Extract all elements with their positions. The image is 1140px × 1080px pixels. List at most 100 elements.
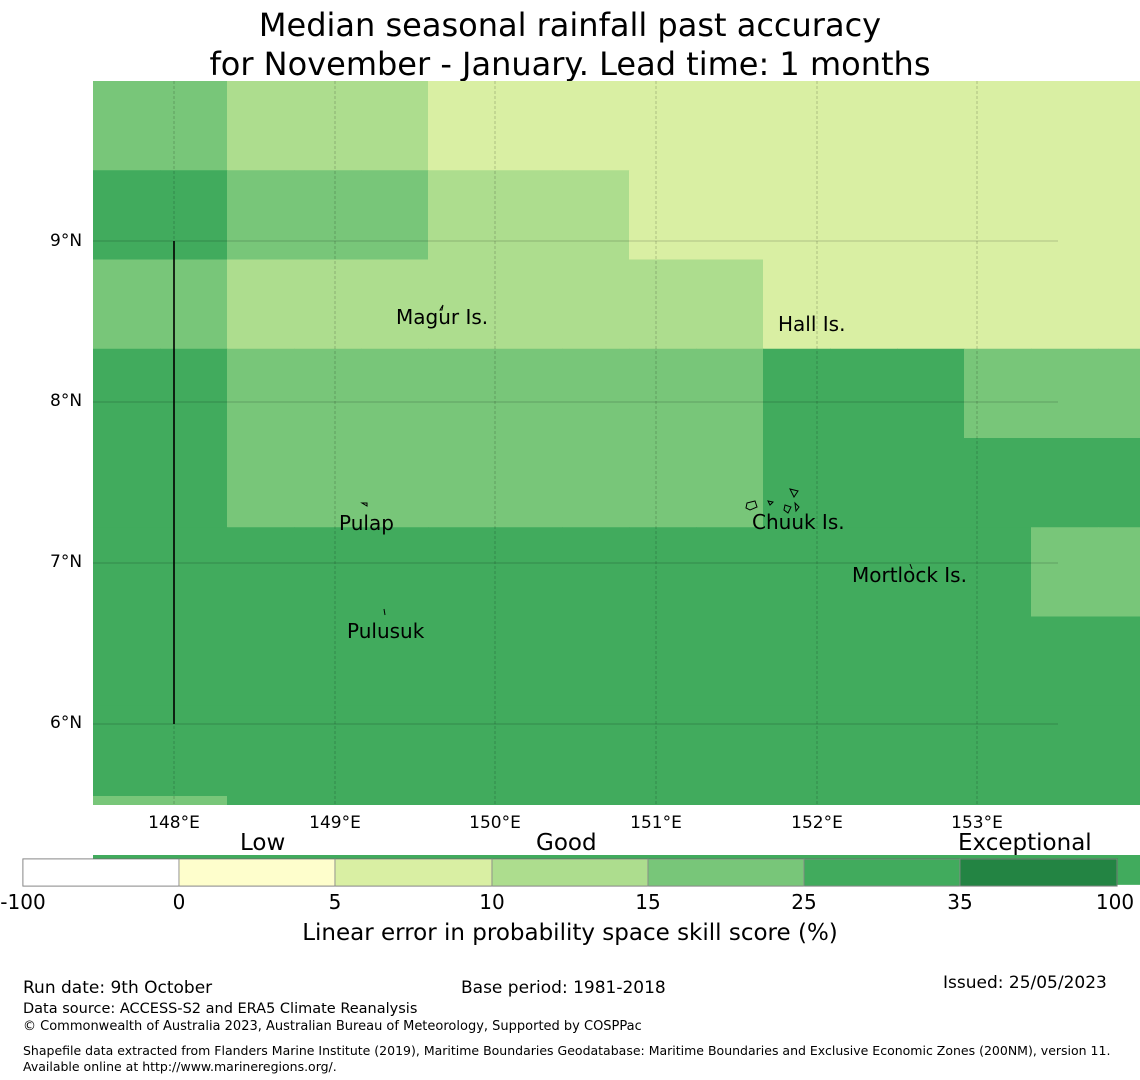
- skill-cell: [294, 527, 362, 618]
- chart-title-line-2: for November - January. Lead time: 1 mon…: [209, 45, 931, 83]
- chart-title-line-1: Median seasonal rainfall past accuracy: [258, 6, 882, 44]
- skill-cell: [495, 705, 563, 796]
- island-outlines: [360, 304, 913, 616]
- skill-cell: [1098, 81, 1140, 171]
- legend-category-low: Low: [240, 830, 286, 856]
- skill-cell: [160, 616, 228, 707]
- skill-cell: [361, 81, 429, 171]
- skill-cell: [830, 81, 898, 171]
- skill-cell: [1098, 705, 1140, 796]
- skill-cell: [93, 438, 161, 528]
- skill-cell: [227, 259, 295, 350]
- skill-cell: [629, 616, 697, 707]
- chuuk-island-shape-2: [767, 500, 775, 506]
- lon-label-149e: 149°E: [309, 813, 361, 833]
- skill-cell: [93, 348, 161, 439]
- skill-cell: [830, 616, 898, 707]
- skill-cell: [897, 81, 965, 171]
- skill-cell: [294, 616, 362, 707]
- skill-cell: [629, 438, 697, 528]
- colorbar-swatch: [491, 858, 649, 887]
- skill-cell: [562, 81, 630, 171]
- data-source: Data source: ACCESS-S2 and ERA5 Climate …: [23, 1001, 418, 1017]
- skill-cell: [1098, 170, 1140, 261]
- legend-category-exceptional: Exceptional: [958, 830, 1092, 856]
- legend-tick: 25: [791, 890, 817, 914]
- skill-cell: [495, 259, 563, 350]
- skill-cell: [696, 616, 764, 707]
- legend-tick: 15: [635, 890, 661, 914]
- skill-cell: [964, 170, 1032, 261]
- skill-cell: [763, 705, 831, 796]
- skill-cell: [763, 616, 831, 707]
- lat-label-8n: 8°N: [50, 391, 83, 411]
- skill-cell: [830, 705, 898, 796]
- skill-cell: [897, 705, 965, 796]
- skill-cell: [1098, 348, 1140, 439]
- skill-cell: [964, 348, 1032, 439]
- lat-label-7n: 7°N: [50, 552, 83, 572]
- skill-cell: [361, 527, 429, 618]
- skill-cell: [629, 348, 697, 439]
- skill-cell: [227, 348, 295, 439]
- colorbar-swatch: [959, 858, 1118, 887]
- skill-cell: [93, 170, 161, 261]
- skill-cell: [696, 170, 764, 261]
- skill-cell: [495, 438, 563, 528]
- skill-cell: [629, 527, 697, 618]
- colorbar-label: Linear error in probability space skill …: [302, 920, 838, 946]
- skill-cell: [294, 170, 362, 261]
- base-period: Base period: 1981-2018: [461, 978, 666, 998]
- lat-label-9n: 9°N: [50, 231, 83, 251]
- skill-cell: [1031, 705, 1099, 796]
- skill-cell: [562, 616, 630, 707]
- skill-cell: [1031, 81, 1099, 171]
- skill-cell: [495, 616, 563, 707]
- skill-cell: [964, 705, 1032, 796]
- legend-tick: 0: [172, 890, 186, 914]
- colorbar-swatch: [803, 858, 961, 887]
- chuuk-island-shape-1: [745, 500, 758, 511]
- skill-cell: [495, 348, 563, 439]
- skill-cell: [897, 348, 965, 439]
- skill-cell: [1098, 259, 1140, 350]
- skill-cell: [830, 438, 898, 528]
- lon-label-152e: 152°E: [791, 813, 843, 833]
- skill-cell: [1031, 527, 1099, 618]
- skill-cell: [428, 705, 496, 796]
- legend-tick: 35: [947, 890, 973, 914]
- skill-cell: [830, 170, 898, 261]
- skill-cell: [227, 616, 295, 707]
- legend-tick: 5: [328, 890, 342, 914]
- issued-date: Issued: 25/05/2023: [943, 973, 1107, 993]
- skill-cell: [897, 527, 965, 618]
- skill-cell: [696, 81, 764, 171]
- skill-cell: [227, 81, 295, 171]
- skill-cell: [1031, 348, 1099, 439]
- pulap-island-shape: [360, 502, 368, 507]
- skill-cell: [763, 527, 831, 618]
- skill-cell: [428, 81, 496, 171]
- legend-tick: 10: [479, 890, 505, 914]
- skill-cell: [629, 259, 697, 350]
- skill-cell: [361, 705, 429, 796]
- skill-cell: [696, 438, 764, 528]
- skill-cell: [93, 259, 161, 350]
- colorbar-swatch: [334, 858, 493, 887]
- skill-cell: [361, 259, 429, 350]
- skill-cell: [428, 170, 496, 261]
- skill-cell: [964, 81, 1032, 171]
- skill-cell: [160, 705, 228, 796]
- skill-cell: [830, 348, 898, 439]
- skill-cell: [629, 81, 697, 171]
- skill-cell: [696, 527, 764, 618]
- skill-cell: [361, 616, 429, 707]
- skill-cell: [897, 438, 965, 528]
- skill-cell: [160, 170, 228, 261]
- skill-cell: [1031, 259, 1099, 350]
- skill-cell: [294, 438, 362, 528]
- chuuk-island-shape-3: [789, 488, 799, 498]
- chuuk-island-shape-5: [794, 501, 800, 513]
- skill-cell: [562, 705, 630, 796]
